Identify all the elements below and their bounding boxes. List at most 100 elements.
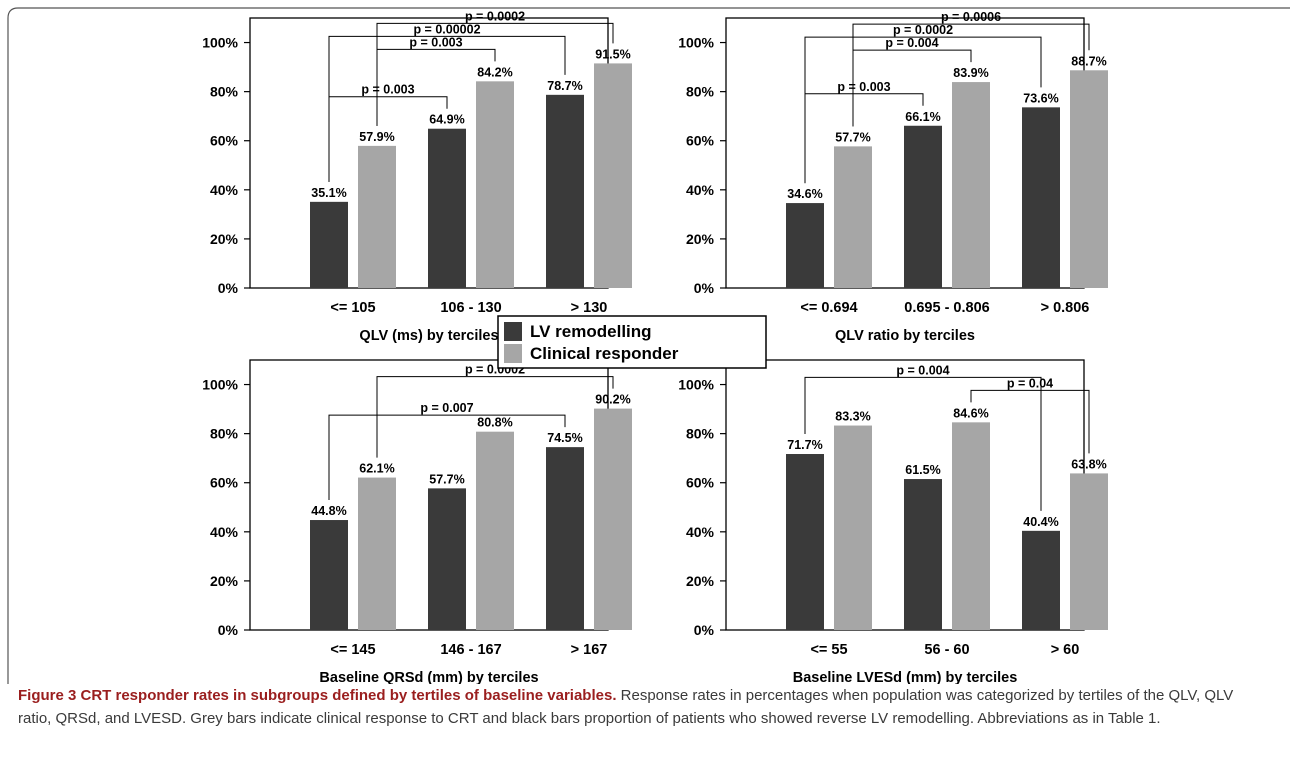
x-tick-label: 106 - 130 xyxy=(440,300,501,316)
figure-caption: Figure 3 CRT responder rates in subgroup… xyxy=(8,684,1280,780)
bar-clinical-responder xyxy=(358,477,396,630)
x-tick-label: 56 - 60 xyxy=(924,642,969,658)
x-tick-label: <= 105 xyxy=(330,300,375,316)
y-tick-label: 100% xyxy=(202,377,238,393)
data-label: 84.6% xyxy=(953,406,988,420)
y-tick-label: 0% xyxy=(218,622,239,638)
data-label: 62.1% xyxy=(359,462,394,476)
x-tick-label: <= 55 xyxy=(810,642,847,658)
bar-lv-remodelling xyxy=(786,454,824,630)
data-label: 57.7% xyxy=(429,472,464,486)
y-tick-label: 60% xyxy=(686,133,715,149)
x-tick-label: > 60 xyxy=(1051,642,1080,658)
figure-charts: 0% 20% 40% 60% 80% 100% 35.1% 64.9% 78.7% 57.9% 84… xyxy=(7,7,1290,684)
significance-bracket xyxy=(970,389,1090,454)
significance-bracket xyxy=(852,23,1090,127)
data-label: 34.6% xyxy=(787,187,822,201)
figure-border xyxy=(7,7,1290,684)
chart-1: 0% 20% 40% 60% 80% 100% 35.1% 64.9% 78.7% 57.9% 84… xyxy=(202,9,632,344)
data-label: 71.7% xyxy=(787,438,822,452)
y-tick-label: 20% xyxy=(686,231,715,247)
bar-lv-remodelling xyxy=(904,479,942,630)
chart-3: 0% 20% 40% 60% 80% 100% 44.8% 57.7% 74.5% 62.1% 80… xyxy=(202,359,632,684)
bar-lv-remodelling xyxy=(428,488,466,630)
bar-clinical-responder xyxy=(952,422,990,630)
data-label: 88.7% xyxy=(1071,54,1106,68)
bar-lv-remodelling xyxy=(310,201,348,288)
bar-lv-remodelling xyxy=(1022,530,1060,630)
legend-swatch-lv-remodelling xyxy=(504,322,522,341)
data-label: 80.8% xyxy=(477,416,512,430)
y-tick-label: 0% xyxy=(218,280,239,296)
bar-lv-remodelling xyxy=(310,520,348,630)
x-tick-label: > 167 xyxy=(571,642,608,658)
y-tick-label: 60% xyxy=(210,475,239,491)
caption-lead: Figure 3 CRT responder rates in subgroup… xyxy=(18,687,617,704)
bar-clinical-responder xyxy=(594,63,632,289)
data-label: 74.5% xyxy=(547,431,582,445)
legend-swatch-clinical-responder xyxy=(504,344,522,363)
x-tick-label: <= 0.694 xyxy=(800,300,857,316)
x-axis-label: QLV ratio by terciles xyxy=(835,328,975,344)
bar-lv-remodelling xyxy=(546,447,584,630)
x-axis-label: Baseline QRSd (mm) by terciles xyxy=(319,670,538,684)
y-tick-label: 40% xyxy=(210,182,239,198)
y-tick-label: 20% xyxy=(210,573,239,589)
data-label: 84.2% xyxy=(477,65,512,79)
bar-clinical-responder xyxy=(834,425,872,630)
legend: LV remodelling Clinical responder xyxy=(497,315,767,369)
bar-clinical-responder xyxy=(834,146,872,288)
y-tick-label: 40% xyxy=(210,524,239,540)
significance-bracket xyxy=(328,414,566,501)
bar-clinical-responder xyxy=(1070,473,1108,630)
bar-lv-remodelling xyxy=(904,125,942,288)
data-label: 57.7% xyxy=(835,130,870,144)
bar-lv-remodelling xyxy=(428,128,466,288)
data-label: 83.3% xyxy=(835,410,870,424)
x-tick-label: > 0.806 xyxy=(1041,300,1090,316)
bar-lv-remodelling xyxy=(1022,107,1060,288)
y-tick-label: 80% xyxy=(210,84,239,100)
p-value-label: p = 0.003 xyxy=(409,35,462,49)
data-label: 64.9% xyxy=(429,113,464,127)
y-tick-label: 100% xyxy=(678,377,714,393)
data-label: 66.1% xyxy=(905,110,940,124)
bar-lv-remodelling xyxy=(546,94,584,288)
bar-clinical-responder xyxy=(476,431,514,630)
bar-clinical-responder xyxy=(1070,70,1108,288)
chart-2: 0% 20% 40% 60% 80% 100% 34.6% 66.1% 73.6% 57.7% 83… xyxy=(678,10,1108,344)
significance-bracket xyxy=(804,376,1042,511)
data-label: 91.5% xyxy=(595,47,630,61)
data-label: 35.1% xyxy=(311,186,346,200)
y-tick-label: 0% xyxy=(694,622,715,638)
y-tick-label: 40% xyxy=(686,524,715,540)
x-axis-label: QLV (ms) by terciles xyxy=(359,328,498,344)
p-value-label: p = 0.003 xyxy=(837,80,890,94)
y-tick-label: 100% xyxy=(678,35,714,51)
p-value-label: p = 0.004 xyxy=(885,36,938,50)
p-value-label: p = 0.007 xyxy=(420,401,473,415)
data-label: 57.9% xyxy=(359,130,394,144)
x-axis-label: Baseline LVESd (mm) by terciles xyxy=(793,670,1018,684)
significance-bracket xyxy=(376,376,614,458)
y-tick-label: 0% xyxy=(694,280,715,296)
data-label: 63.8% xyxy=(1071,457,1106,471)
data-label: 83.9% xyxy=(953,66,988,80)
p-value-label: p = 0.00002 xyxy=(413,22,480,36)
data-label: 78.7% xyxy=(547,79,582,93)
legend-label-lv-remodelling: LV remodelling xyxy=(530,322,652,341)
bar-clinical-responder xyxy=(476,81,514,288)
x-tick-label: 0.695 - 0.806 xyxy=(904,300,989,316)
y-tick-label: 80% xyxy=(686,426,715,442)
bar-clinical-responder xyxy=(358,145,396,288)
legend-box xyxy=(497,315,767,369)
x-tick-label: <= 145 xyxy=(330,642,375,658)
legend-label-clinical-responder: Clinical responder xyxy=(530,344,679,363)
data-label: 90.2% xyxy=(595,393,630,407)
y-tick-label: 20% xyxy=(210,231,239,247)
significance-bracket xyxy=(376,22,614,126)
chart-4: 0% 20% 40% 60% 80% 100% 71.7% 61.5% 40.4% 83.3% 84… xyxy=(678,359,1108,684)
significance-bracket xyxy=(328,35,566,182)
y-tick-label: 80% xyxy=(210,426,239,442)
